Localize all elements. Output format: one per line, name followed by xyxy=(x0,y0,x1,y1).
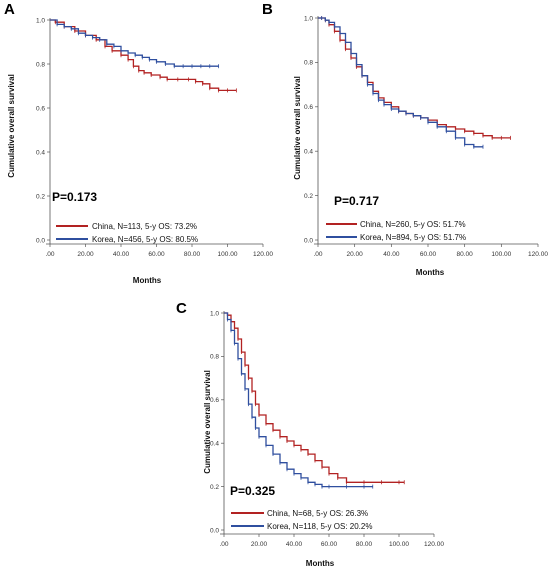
survival-curve-china-b xyxy=(318,17,511,139)
y-tick-label: 0.6 xyxy=(210,397,219,404)
y-tick-label: 1.0 xyxy=(304,15,313,22)
x-tick-label: 120.00 xyxy=(253,251,273,258)
legend-label-korea-b: Korea, N=894, 5-y OS: 51.7% xyxy=(360,233,466,242)
x-tick-label: .00 xyxy=(313,251,322,258)
x-tick-label: .00 xyxy=(219,541,228,548)
y-axis-title-c: Cumulative overall survival xyxy=(203,370,212,474)
y-tick-label: 0.2 xyxy=(36,193,45,200)
y-tick-label: 0.6 xyxy=(36,105,45,112)
x-tick-label: 20.00 xyxy=(251,541,268,548)
y-tick-label: 0.0 xyxy=(304,237,313,244)
y-tick-label: 0.8 xyxy=(210,354,219,361)
x-tick-label: 120.00 xyxy=(424,541,444,548)
x-tick-label: 40.00 xyxy=(383,251,400,258)
survival-curve-korea-a xyxy=(50,19,219,67)
y-tick-label: 0.2 xyxy=(304,193,313,200)
x-axis-title-c: Months xyxy=(306,559,335,568)
x-tick-label: 20.00 xyxy=(77,251,94,258)
x-tick-label: 80.00 xyxy=(356,541,373,548)
x-tick-label: 80.00 xyxy=(457,251,474,258)
x-tick-label: 120.00 xyxy=(528,251,548,258)
x-tick-label: 40.00 xyxy=(113,251,130,258)
survival-curve-china-c xyxy=(224,312,405,483)
survival-curve-korea-b xyxy=(318,17,483,148)
panel-letter-b: B xyxy=(262,1,273,18)
p-value-c: P=0.325 xyxy=(230,484,275,498)
y-tick-label: 1.0 xyxy=(36,17,45,24)
y-tick-label: 1.0 xyxy=(210,310,219,317)
x-axis-title-a: Months xyxy=(133,276,162,285)
x-tick-label: 60.00 xyxy=(321,541,338,548)
x-tick-label: 80.00 xyxy=(184,251,201,258)
y-tick-label: 0.0 xyxy=(36,237,45,244)
panel-a: A Cumulative overall survival Months P=0… xyxy=(4,1,273,285)
y-tick-label: 0.4 xyxy=(304,149,313,156)
y-tick-label: 0.4 xyxy=(36,149,45,156)
x-tick-label: 60.00 xyxy=(148,251,165,258)
panel-b: B Cumulative overall survival Months P=0… xyxy=(262,1,548,277)
y-axis-title-a: Cumulative overall survival xyxy=(7,74,16,178)
panel-letter-c: C xyxy=(176,300,187,317)
legend-label-china-a: China, N=113, 5-y OS: 73.2% xyxy=(92,222,197,231)
x-tick-label: 100.00 xyxy=(389,541,409,548)
y-tick-label: 0.8 xyxy=(36,61,45,68)
y-tick-label: 0.2 xyxy=(210,484,219,491)
survival-curve-korea-c xyxy=(224,312,373,488)
x-tick-label: .00 xyxy=(45,251,54,258)
x-tick-label: 40.00 xyxy=(286,541,303,548)
p-value-a: P=0.173 xyxy=(52,190,97,204)
legend-label-korea-a: Korea, N=456, 5-y OS: 80.5% xyxy=(92,235,198,244)
survival-curve-china-a xyxy=(50,19,237,92)
legend-label-china-b: China, N=260, 5-y OS: 51.7% xyxy=(360,220,466,229)
p-value-b: P=0.717 xyxy=(334,194,379,208)
x-tick-label: 100.00 xyxy=(218,251,238,258)
y-tick-label: 0.8 xyxy=(304,60,313,67)
x-tick-label: 20.00 xyxy=(347,251,364,258)
y-tick-label: 0.6 xyxy=(304,104,313,111)
legend-label-korea-c: Korea, N=118, 5-y OS: 20.2% xyxy=(267,522,372,531)
y-axis-title-b: Cumulative overall survival xyxy=(293,76,302,180)
y-tick-label: 0.0 xyxy=(210,527,219,534)
panel-letter-a: A xyxy=(4,1,15,18)
x-tick-label: 100.00 xyxy=(491,251,511,258)
legend-label-china-c: China, N=68, 5-y OS: 26.3% xyxy=(267,509,368,518)
panel-c: C Cumulative overall survival Months P=0… xyxy=(176,300,444,568)
y-tick-label: 0.4 xyxy=(210,441,219,448)
x-tick-label: 60.00 xyxy=(420,251,437,258)
x-axis-title-b: Months xyxy=(416,268,445,277)
